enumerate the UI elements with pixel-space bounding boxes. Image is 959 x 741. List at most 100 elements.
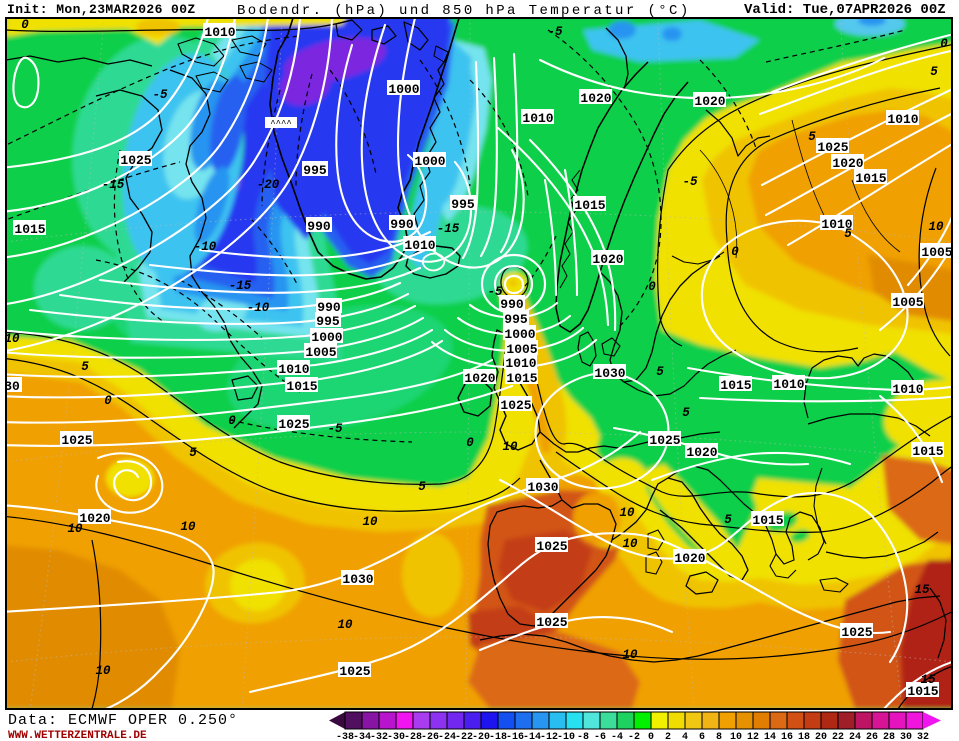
svg-text:-10: -10 <box>557 732 575 741</box>
svg-text:5: 5 <box>418 480 426 494</box>
svg-text:WWW.WETTERZENTRALE.DE: WWW.WETTERZENTRALE.DE <box>8 730 147 741</box>
svg-text:-10: -10 <box>247 301 270 315</box>
svg-text:1025: 1025 <box>817 140 848 155</box>
svg-text:30: 30 <box>4 379 20 394</box>
svg-text:990: 990 <box>307 219 331 234</box>
svg-text:1010: 1010 <box>505 356 536 371</box>
svg-text:1030: 1030 <box>342 572 373 587</box>
svg-text:1020: 1020 <box>686 445 717 460</box>
svg-text:1030: 1030 <box>594 366 625 381</box>
svg-text:1025: 1025 <box>278 417 309 432</box>
svg-text:5: 5 <box>656 365 664 379</box>
svg-text:14: 14 <box>764 732 776 741</box>
svg-text:5: 5 <box>930 65 938 79</box>
svg-text:10: 10 <box>362 515 378 529</box>
svg-text:1020: 1020 <box>832 156 863 171</box>
svg-text:0: 0 <box>940 37 948 51</box>
svg-text:Data: ECMWF OPER 0.250°: Data: ECMWF OPER 0.250° <box>8 712 238 729</box>
svg-text:-5: -5 <box>152 88 168 102</box>
svg-text:1025: 1025 <box>120 153 151 168</box>
svg-text:-30: -30 <box>387 732 405 741</box>
svg-text:^^^^: ^^^^ <box>270 119 292 129</box>
svg-text:1015: 1015 <box>752 513 783 528</box>
svg-text:-32: -32 <box>370 732 388 741</box>
svg-text:16: 16 <box>781 732 793 741</box>
svg-text:1025: 1025 <box>339 664 370 679</box>
svg-text:-5: -5 <box>547 25 563 39</box>
svg-text:6: 6 <box>699 732 705 741</box>
svg-text:5: 5 <box>808 130 816 144</box>
svg-text:5: 5 <box>682 406 690 420</box>
svg-text:12: 12 <box>747 732 759 741</box>
svg-text:-16: -16 <box>506 732 524 741</box>
svg-text:1010: 1010 <box>887 112 918 127</box>
svg-text:1005: 1005 <box>506 342 537 357</box>
svg-text:995: 995 <box>316 314 340 329</box>
svg-text:1030: 1030 <box>527 480 558 495</box>
svg-text:2: 2 <box>665 732 671 741</box>
svg-text:1020: 1020 <box>592 252 623 267</box>
svg-text:8: 8 <box>716 732 722 741</box>
svg-text:22: 22 <box>832 732 844 741</box>
svg-text:0: 0 <box>648 280 656 294</box>
svg-text:1025: 1025 <box>500 398 531 413</box>
svg-text:-12: -12 <box>540 732 558 741</box>
svg-text:-18: -18 <box>489 732 507 741</box>
svg-text:5: 5 <box>844 227 852 241</box>
svg-text:20: 20 <box>815 732 827 741</box>
svg-text:-14: -14 <box>523 732 541 741</box>
svg-text:10: 10 <box>4 332 20 346</box>
svg-text:10: 10 <box>622 648 638 662</box>
svg-text:-20: -20 <box>257 178 280 192</box>
svg-text:1025: 1025 <box>536 539 567 554</box>
svg-text:0: 0 <box>648 732 654 741</box>
svg-text:0: 0 <box>731 245 739 259</box>
svg-text:1015: 1015 <box>720 378 751 393</box>
svg-text:990: 990 <box>317 300 341 315</box>
svg-text:1020: 1020 <box>580 91 611 106</box>
svg-text:10: 10 <box>180 520 196 534</box>
svg-text:10: 10 <box>502 440 518 454</box>
svg-text:1020: 1020 <box>79 511 110 526</box>
svg-text:32: 32 <box>917 732 929 741</box>
svg-text:1025: 1025 <box>536 615 567 630</box>
svg-text:15: 15 <box>914 583 930 597</box>
svg-text:995: 995 <box>504 312 528 327</box>
svg-text:1000: 1000 <box>388 82 419 97</box>
svg-text:1025: 1025 <box>61 433 92 448</box>
svg-text:1010: 1010 <box>892 382 923 397</box>
svg-text:-4: -4 <box>611 732 623 741</box>
svg-text:1000: 1000 <box>414 154 445 169</box>
svg-text:-15: -15 <box>102 178 125 192</box>
svg-text:-20: -20 <box>472 732 490 741</box>
svg-text:-24: -24 <box>438 732 456 741</box>
svg-text:1025: 1025 <box>649 433 680 448</box>
svg-text:10: 10 <box>67 522 83 536</box>
svg-text:-5: -5 <box>487 285 503 299</box>
svg-text:1020: 1020 <box>464 371 495 386</box>
svg-text:995: 995 <box>451 197 475 212</box>
svg-text:30: 30 <box>900 732 912 741</box>
svg-text:Init: Mon,23MAR2026 00Z: Init: Mon,23MAR2026 00Z <box>7 2 196 17</box>
svg-text:-15: -15 <box>437 222 460 236</box>
svg-text:990: 990 <box>390 217 414 232</box>
svg-text:1015: 1015 <box>574 198 605 213</box>
svg-text:26: 26 <box>866 732 878 741</box>
svg-text:1015: 1015 <box>907 684 938 699</box>
svg-text:1015: 1015 <box>286 379 317 394</box>
svg-text:1010: 1010 <box>773 377 804 392</box>
svg-text:1020: 1020 <box>674 551 705 566</box>
svg-text:1010: 1010 <box>522 111 553 126</box>
svg-text:-34: -34 <box>353 732 371 741</box>
svg-text:-2: -2 <box>628 732 640 741</box>
svg-text:1005: 1005 <box>921 245 952 260</box>
svg-text:0: 0 <box>228 414 236 428</box>
svg-text:1000: 1000 <box>504 327 535 342</box>
svg-text:-38: -38 <box>336 732 354 741</box>
svg-text:1010: 1010 <box>821 217 852 232</box>
svg-text:-5: -5 <box>682 175 698 189</box>
svg-text:28: 28 <box>883 732 895 741</box>
svg-text:1005: 1005 <box>305 345 336 360</box>
svg-text:10: 10 <box>622 537 638 551</box>
svg-text:990: 990 <box>500 297 524 312</box>
